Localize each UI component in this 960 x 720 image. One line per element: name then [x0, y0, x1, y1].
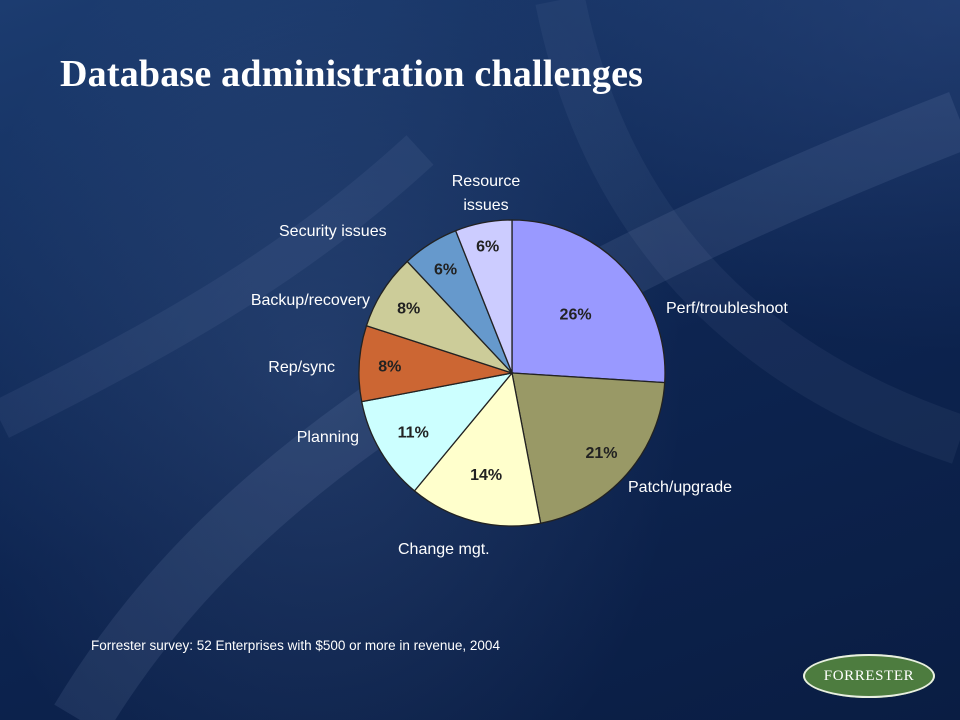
pie-slice-resource-issues: [454, 219, 513, 374]
pie-slice-perf-troubleshoot: [511, 219, 666, 384]
slice-value-label-planning: 11%: [398, 424, 429, 441]
slide-title: Database administration challenges: [60, 53, 644, 95]
slice-category-label-perf-troubleshoot: Perf/troubleshoot: [666, 300, 788, 317]
slice-category-label-resource-issues-line-1: Resource: [452, 173, 521, 190]
slice-value-label-security-issues: 6%: [434, 261, 457, 278]
slice-value-label-resource-issues: 6%: [476, 238, 499, 255]
slice-category-label-rep-sync: Rep/sync: [268, 359, 335, 376]
logo-text: FORRESTER: [823, 667, 915, 684]
slice-value-label-change-mgt: 14%: [470, 467, 502, 484]
slice-value-label-patch-upgrade: 21%: [586, 445, 618, 462]
source-note: Forrester survey: 52 Enterprises with $5…: [91, 638, 500, 653]
pie-chart: 26% 21% 14% 11% 8% 8% 6% 6% Perf/troubleshoot Pa…: [251, 173, 789, 558]
slice-category-label-security-issues: Security issues: [279, 223, 387, 240]
slice-category-label-resource-issues-line-2: issues: [463, 197, 508, 214]
slice-category-label-backup-recovery: Backup/recovery: [251, 292, 370, 309]
pie-slice-change-mgt: [413, 371, 542, 527]
slice-category-label-patch-upgrade: Patch/upgrade: [628, 479, 732, 496]
slice-value-label-rep-sync: 8%: [378, 358, 401, 375]
slice-category-label-planning: Planning: [297, 429, 359, 446]
slice-category-label-change-mgt: Change mgt.: [398, 541, 490, 558]
pie-slice-planning: [360, 372, 514, 492]
pie-slice-patch-upgrade: [511, 372, 666, 525]
forrester-logo: FORRESTER: [803, 654, 935, 698]
slice-value-label-perf-troubleshoot: 26%: [560, 306, 592, 323]
slice-value-label-backup-recovery: 8%: [397, 300, 420, 317]
